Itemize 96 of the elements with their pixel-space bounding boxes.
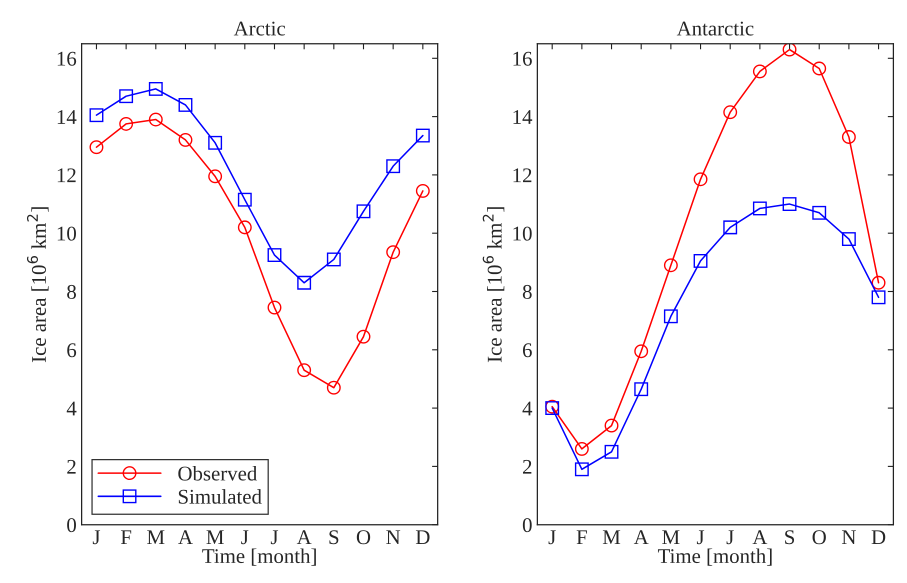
chart-title: Arctic	[234, 22, 286, 36]
x-tick-label: N	[386, 530, 400, 544]
y-tick-label: 0	[522, 518, 532, 532]
y-tick-label: 4	[66, 402, 76, 416]
point	[297, 276, 312, 290]
y-tick-label: 4	[522, 402, 532, 416]
x-tick-label: M	[662, 530, 680, 544]
chart-title: Antarctic	[676, 22, 754, 36]
point	[326, 380, 341, 395]
point	[148, 112, 163, 126]
y-tick-label: 16	[513, 52, 532, 66]
y-tick-label: 8	[67, 284, 76, 299]
point	[782, 44, 796, 56]
y-tick-label: 2	[67, 460, 76, 474]
point	[268, 248, 282, 262]
x-tick-label: J	[696, 530, 704, 544]
x-tick-label: J	[726, 530, 734, 544]
point	[416, 184, 430, 198]
point	[356, 330, 370, 344]
point	[90, 108, 104, 122]
point	[664, 309, 678, 324]
point	[782, 197, 796, 211]
point	[694, 254, 708, 268]
y-tick-label: 10	[58, 226, 76, 241]
legend-label: Simulated	[178, 489, 262, 504]
x-tick-label: N	[842, 530, 856, 544]
point	[119, 116, 134, 131]
x-tick-label: M	[602, 530, 620, 544]
y-tick-label: 16	[58, 52, 76, 66]
point	[386, 159, 400, 174]
x-tick-label: J	[241, 530, 248, 544]
point	[842, 130, 856, 144]
y-tick-label: 12	[513, 168, 532, 182]
y-tick-label: 12	[58, 168, 76, 182]
point	[297, 363, 312, 378]
y-tick-label: 0	[67, 518, 76, 532]
point	[178, 98, 192, 112]
point	[842, 232, 856, 246]
legend-label: Observed	[178, 466, 258, 481]
point	[268, 300, 282, 314]
point	[872, 276, 886, 290]
y-axis-title: Ice area [10$^{6}$ km$^{2}$]	[482, 207, 504, 362]
point	[574, 442, 589, 456]
x-tick-label: M	[206, 530, 224, 544]
point	[812, 206, 826, 220]
x-tick-label: S	[329, 530, 338, 544]
x-tick-label: A	[178, 530, 193, 544]
x-tick-label: F	[120, 530, 132, 544]
y-axis-title: Ice area [10$^{6}$ km$^{2}$]	[26, 207, 49, 362]
x-tick-label: J	[270, 530, 278, 544]
x-tick-label: A	[296, 530, 312, 544]
x-tick-label: O	[356, 530, 370, 544]
point	[694, 172, 708, 186]
point	[119, 89, 134, 104]
point	[208, 169, 222, 184]
point	[356, 204, 370, 218]
point	[634, 382, 648, 396]
x-tick-label: F	[576, 530, 587, 544]
x-tick-label: O	[812, 530, 826, 544]
y-tick-label: 6	[67, 343, 76, 358]
x-tick-label: S	[785, 530, 794, 544]
y-tick-label: 14	[58, 110, 76, 124]
point	[238, 192, 252, 207]
y-tick-label: 6	[522, 343, 532, 358]
x-tick-label: J	[92, 530, 100, 544]
point	[752, 64, 767, 78]
x-tick-label: D	[416, 530, 430, 544]
y-tick-label: 10	[513, 226, 532, 241]
x-axis-title: Time [month]	[658, 548, 772, 566]
point	[208, 136, 222, 150]
point	[386, 245, 400, 260]
point	[238, 220, 252, 234]
x-axis-title: Time [month]	[202, 548, 316, 566]
point	[416, 128, 430, 142]
point	[326, 252, 341, 266]
point	[812, 62, 826, 76]
point	[90, 140, 104, 154]
x-tick-label: J	[548, 530, 556, 544]
point	[148, 82, 163, 96]
point	[178, 132, 192, 147]
point	[664, 258, 678, 272]
y-tick-label: 2	[522, 460, 532, 474]
point	[574, 462, 589, 476]
point	[634, 344, 648, 358]
point	[872, 290, 886, 304]
y-tick-label: 8	[522, 284, 532, 299]
point	[604, 418, 618, 433]
y-tick-label: 14	[513, 110, 532, 124]
x-tick-label: M	[147, 530, 164, 544]
point	[723, 105, 738, 120]
x-tick-label: A	[634, 530, 649, 544]
point	[604, 444, 618, 459]
x-tick-label: A	[752, 530, 768, 544]
point	[723, 220, 738, 234]
point	[752, 201, 767, 216]
x-tick-label: D	[872, 530, 886, 544]
